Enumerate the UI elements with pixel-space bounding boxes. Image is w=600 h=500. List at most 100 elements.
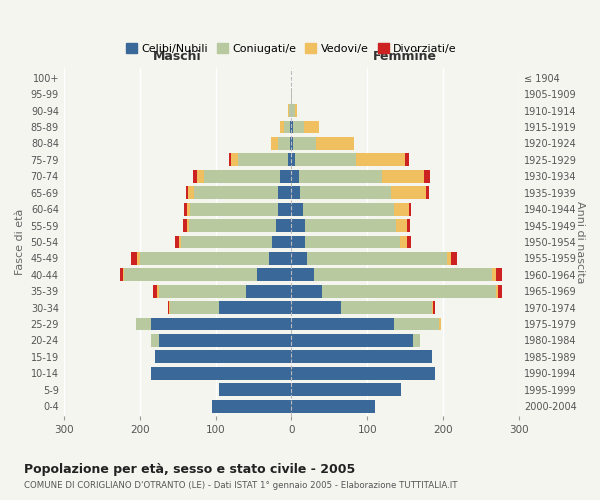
Bar <box>136 318 151 330</box>
Bar <box>316 137 353 150</box>
Bar <box>425 186 430 199</box>
Bar <box>314 268 493 281</box>
Text: Popolazione per età, sesso e stato civile - 2005: Popolazione per età, sesso e stato civil… <box>24 462 355 475</box>
Bar <box>292 301 341 314</box>
Bar <box>400 236 407 248</box>
Bar <box>194 186 278 199</box>
Bar <box>193 170 197 182</box>
Bar <box>168 301 169 314</box>
Bar <box>276 219 292 232</box>
Bar <box>299 170 382 182</box>
Bar <box>292 236 305 248</box>
Bar <box>292 367 436 380</box>
Bar <box>295 154 356 166</box>
Bar <box>396 219 407 232</box>
Bar <box>431 301 433 314</box>
Bar <box>137 252 140 265</box>
Bar <box>187 202 190 215</box>
Bar <box>219 301 292 314</box>
Bar <box>407 236 411 248</box>
Bar <box>382 170 424 182</box>
Bar <box>451 252 457 265</box>
Bar <box>305 219 396 232</box>
Bar <box>292 219 305 232</box>
Bar <box>303 202 394 215</box>
Bar <box>292 318 394 330</box>
Bar <box>287 104 289 117</box>
Bar <box>353 137 355 150</box>
Bar <box>175 236 179 248</box>
Bar <box>292 384 401 396</box>
Bar <box>292 202 303 215</box>
Bar <box>158 285 246 298</box>
Bar <box>290 137 292 150</box>
Bar <box>120 268 123 281</box>
Bar <box>154 285 157 298</box>
Bar <box>179 236 181 248</box>
Bar <box>280 170 292 182</box>
Bar <box>190 202 278 215</box>
Text: COMUNE DI CORIGLIANO D'OTRANTO (LE) - Dati ISTAT 1° gennaio 2005 - Elaborazione : COMUNE DI CORIGLIANO D'OTRANTO (LE) - Da… <box>24 481 458 490</box>
Bar <box>356 154 405 166</box>
Bar <box>496 268 502 281</box>
Bar <box>230 154 238 166</box>
Bar <box>170 301 219 314</box>
Bar <box>238 154 287 166</box>
Bar <box>123 268 124 281</box>
Bar <box>292 350 431 364</box>
Bar <box>280 120 284 134</box>
Bar <box>219 384 292 396</box>
Bar <box>290 88 292 101</box>
Text: Maschi: Maschi <box>153 50 202 63</box>
Bar <box>169 301 170 314</box>
Bar <box>493 268 496 281</box>
Bar <box>189 219 276 232</box>
Bar <box>394 202 409 215</box>
Bar <box>272 236 292 248</box>
Bar <box>292 268 314 281</box>
Legend: Celibi/Nubili, Coniugati/e, Vedovi/e, Divorziati/e: Celibi/Nubili, Coniugati/e, Vedovi/e, Di… <box>121 38 461 58</box>
Bar <box>293 120 304 134</box>
Bar <box>292 154 295 166</box>
Bar <box>158 334 292 347</box>
Bar <box>407 219 410 232</box>
Bar <box>409 202 411 215</box>
Bar <box>292 400 375 412</box>
Bar <box>278 202 292 215</box>
Bar <box>292 186 301 199</box>
Bar <box>292 170 299 182</box>
Bar <box>292 334 413 347</box>
Bar <box>292 120 293 134</box>
Bar <box>290 120 292 134</box>
Bar <box>295 104 298 117</box>
Bar <box>184 202 187 215</box>
Bar <box>269 252 292 265</box>
Bar <box>293 137 316 150</box>
Bar <box>439 318 441 330</box>
Bar <box>151 334 158 347</box>
Bar <box>155 350 292 364</box>
Bar <box>292 104 295 117</box>
Bar <box>271 137 278 150</box>
Y-axis label: Anni di nascita: Anni di nascita <box>575 200 585 283</box>
Bar <box>278 137 290 150</box>
Bar <box>257 268 292 281</box>
Bar <box>413 334 421 347</box>
Bar <box>433 301 435 314</box>
Bar <box>287 154 292 166</box>
Bar <box>405 154 409 166</box>
Bar <box>292 285 322 298</box>
Bar <box>394 318 439 330</box>
Bar <box>424 170 430 182</box>
Bar <box>157 285 158 298</box>
Bar <box>197 170 204 182</box>
Bar <box>292 252 307 265</box>
Bar <box>322 285 496 298</box>
Bar <box>496 285 499 298</box>
Bar <box>229 154 230 166</box>
Bar <box>447 252 451 265</box>
Bar <box>341 301 431 314</box>
Bar <box>292 137 293 150</box>
Bar <box>188 186 194 199</box>
Y-axis label: Fasce di età: Fasce di età <box>15 209 25 275</box>
